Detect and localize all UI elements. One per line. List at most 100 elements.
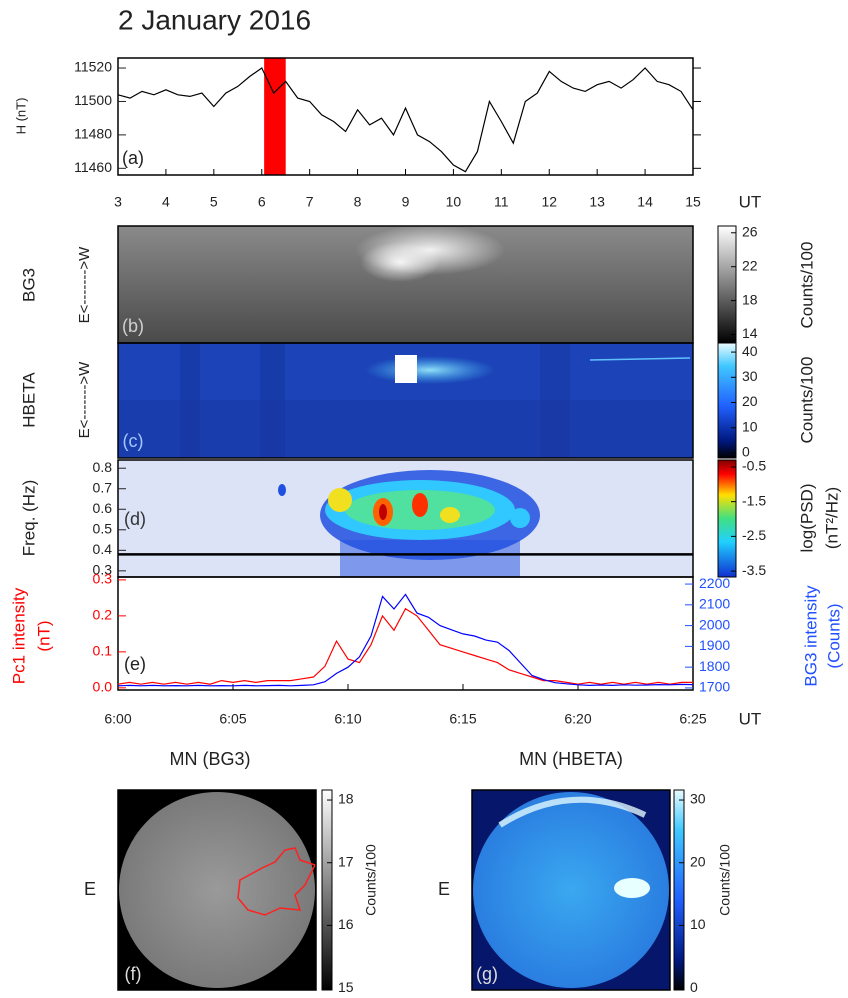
y-tick-label: 2200 [699,575,730,591]
panel: (c) [123,431,144,451]
x-tick-label: 11 [494,194,509,210]
x-tick-label: 8 [354,194,362,210]
colorbar [321,789,333,991]
line-series [117,593,694,687]
xlabel: UT [739,192,762,211]
panel: (b) [122,316,144,336]
y-tick-label: 0.7 [93,479,113,495]
y-tick-label: 11520 [74,59,112,75]
x-tick-label: 3 [114,194,122,210]
colorbar-label: log(PSD) [797,484,816,553]
colorbar-tick-label: 10 [690,916,706,932]
colorbar-tick-label: 16 [338,916,354,932]
colorbar-unit: (nT²/Hz) [822,487,841,549]
colorbar-tick-label: -0.5 [742,458,766,474]
x-tick-label: 14 [637,194,653,210]
keogram-bg3 [118,225,693,343]
colorbar-tick-label: 20 [690,853,706,869]
colorbar-tick-label: 10 [742,418,758,434]
y-tick-label: 0.2 [93,607,113,623]
x-tick-label: 12 [541,194,557,210]
colorbar-tick-label: 30 [742,368,758,384]
y-tick-label: 0.0 [93,679,113,695]
colorbar-label: Counts/100 [363,844,379,916]
x-tick-label: 6 [258,194,266,210]
y-tick-label: 0.5 [93,520,113,536]
y-tick-label: 0.1 [93,643,113,659]
allsky-hbeta [472,790,670,990]
colorbar-tick-label: 0 [690,979,698,995]
x-tick-label: 15 [685,194,701,210]
x-tick-label: 6:25 [679,711,706,727]
allsky-bg3 [118,790,317,990]
colorbar-tick-label: -1.5 [742,492,766,508]
y-tick-label: 0.4 [93,541,113,557]
panel: (a) [122,148,144,168]
colorbar-label: Counts/100 [797,242,816,329]
y-tick-label: 11480 [74,126,112,142]
colorbar-tick-label: 15 [338,979,354,995]
keogram-hbeta [118,343,693,458]
colorbar-tick-label: 22 [742,257,758,273]
xlabel: UT [739,709,762,728]
highlight [264,58,286,175]
colorbar-tick-label: 40 [742,343,758,359]
ylabel: Freq. (Hz) [19,480,38,557]
colorbar-tick-label: -3.5 [742,562,766,578]
colorbar-tick-label: 26 [742,223,758,239]
x-tick-label: 6:00 [104,711,131,727]
panel: (e) [124,654,146,674]
y-tick-label: 2100 [699,596,730,612]
y-tick-label: 0.3 [93,571,113,587]
colorbar-tick-label: 14 [742,325,758,341]
colorbar [717,225,737,344]
colorbar-tick-label: 0 [742,444,750,460]
ylabel: H (nT) [13,98,28,135]
y-tick-label: 0.6 [93,500,113,516]
colorbar-tick-label: -2.5 [742,527,766,543]
line-series [117,67,694,173]
x-tick-label: 6:20 [564,711,591,727]
panel: (d) [124,509,146,529]
y-tick-label: 1800 [699,658,730,674]
image-frame [117,789,317,991]
y-tick-label: 2000 [699,616,730,632]
y-tick-label: 1900 [699,637,730,653]
x-tick-label: 6:05 [219,711,246,727]
y-tick-label: 0.8 [93,459,113,475]
x-tick-label: 9 [402,194,410,210]
side-label: E [438,879,450,899]
y-tick-label: 0.3 [93,562,113,578]
line-series [117,607,693,685]
x-tick-label: 13 [589,194,605,210]
ylabel: Pc1 intensity [9,587,28,684]
yunit: (nT) [34,620,53,651]
x-tick-label: 10 [446,194,462,210]
title: MN (HBETA) [519,749,623,769]
x-tick-label: 4 [162,194,170,210]
x-tick-label: 7 [306,194,314,210]
y-tick-label: 11460 [74,159,112,175]
y2label: BG3 intensity [801,585,820,687]
y-tick-label: 11500 [74,92,112,108]
plot-frame [117,57,694,176]
ylabel: HBETA [19,372,38,428]
x-tick-label: 6:15 [449,711,476,727]
x-tick-label: 5 [210,194,218,210]
colorbar-tick-label: 17 [338,853,354,869]
figure-title: 2 January 2016 [118,4,311,35]
panel: (g) [476,964,498,984]
colorbar-tick-label: 18 [742,291,758,307]
spectrogram [118,460,693,577]
colorbar-tick-label: 18 [338,791,354,807]
colorbar-label: Counts/100 [717,844,733,916]
colorbar [673,789,685,991]
image-frame [471,789,671,991]
colorbar [717,459,737,578]
x-tick-label: 6:10 [334,711,361,727]
colorbar-tick-label: 20 [742,393,758,409]
y2unit: (Counts) [824,603,843,668]
y-tick-label: 1700 [699,679,730,695]
panel: (f) [125,964,142,984]
